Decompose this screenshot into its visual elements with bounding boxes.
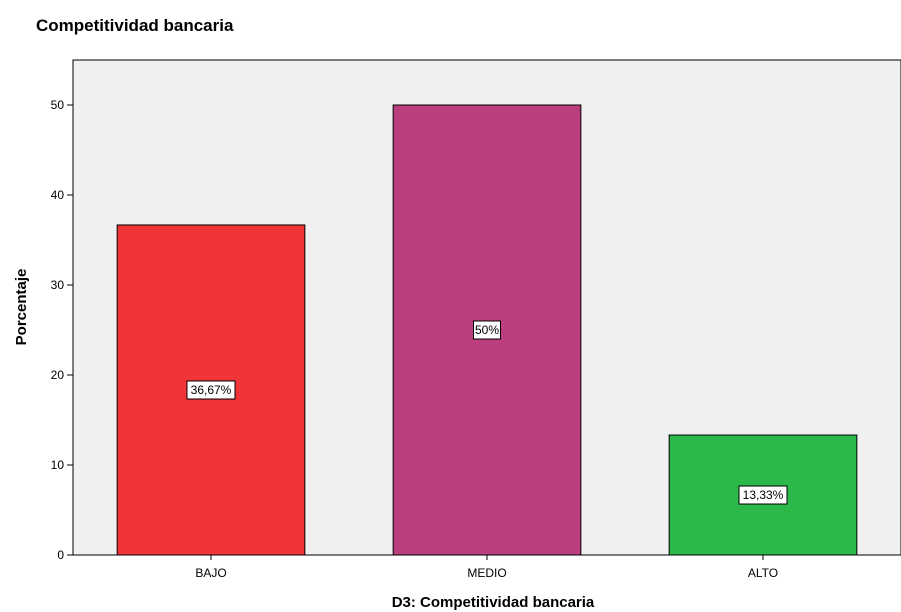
y-tick-label: 50 — [51, 98, 65, 112]
data-labels-group: 36,67% 50% 13,33% — [186, 320, 788, 505]
y-tick-label: 20 — [51, 368, 65, 382]
y-tick-label: 0 — [57, 548, 64, 562]
x-tick-label-medio: MEDIO — [467, 566, 506, 580]
data-label-alto: 13,33% — [743, 488, 784, 502]
data-label-box — [738, 485, 788, 505]
x-axis-label: D3: Competitividad bancaria — [392, 594, 595, 611]
data-label-medio: 50% — [475, 323, 499, 337]
chart-title: Competitividad bancaria — [36, 16, 234, 35]
data-label-box — [186, 380, 236, 400]
y-tick-label: 30 — [51, 278, 65, 292]
data-label-bajo: 36,67% — [191, 383, 232, 397]
x-tick-label-alto: ALTO — [748, 566, 778, 580]
y-tick-label: 40 — [51, 188, 65, 202]
y-axis: 0 10 20 30 40 50 — [51, 98, 73, 562]
x-axis: BAJO MEDIO ALTO — [195, 555, 778, 580]
y-axis-label: Porcentaje — [13, 269, 30, 346]
x-tick-label-bajo: BAJO — [195, 566, 226, 580]
data-label-box — [473, 320, 501, 340]
y-tick-label: 10 — [51, 458, 65, 472]
